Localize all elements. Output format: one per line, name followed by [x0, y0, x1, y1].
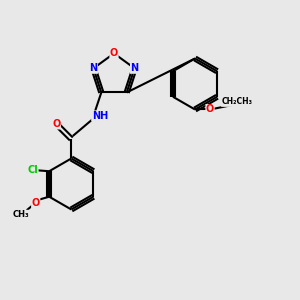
- Text: CH₂CH₃: CH₂CH₃: [221, 98, 253, 106]
- Text: CH₃: CH₃: [12, 210, 29, 219]
- Text: O: O: [32, 198, 40, 208]
- Text: O: O: [206, 104, 214, 115]
- Text: NH: NH: [92, 111, 108, 121]
- Text: Cl: Cl: [27, 165, 38, 175]
- Text: O: O: [52, 119, 60, 129]
- Text: N: N: [130, 63, 139, 73]
- Text: O: O: [110, 48, 118, 59]
- Text: N: N: [89, 63, 98, 73]
